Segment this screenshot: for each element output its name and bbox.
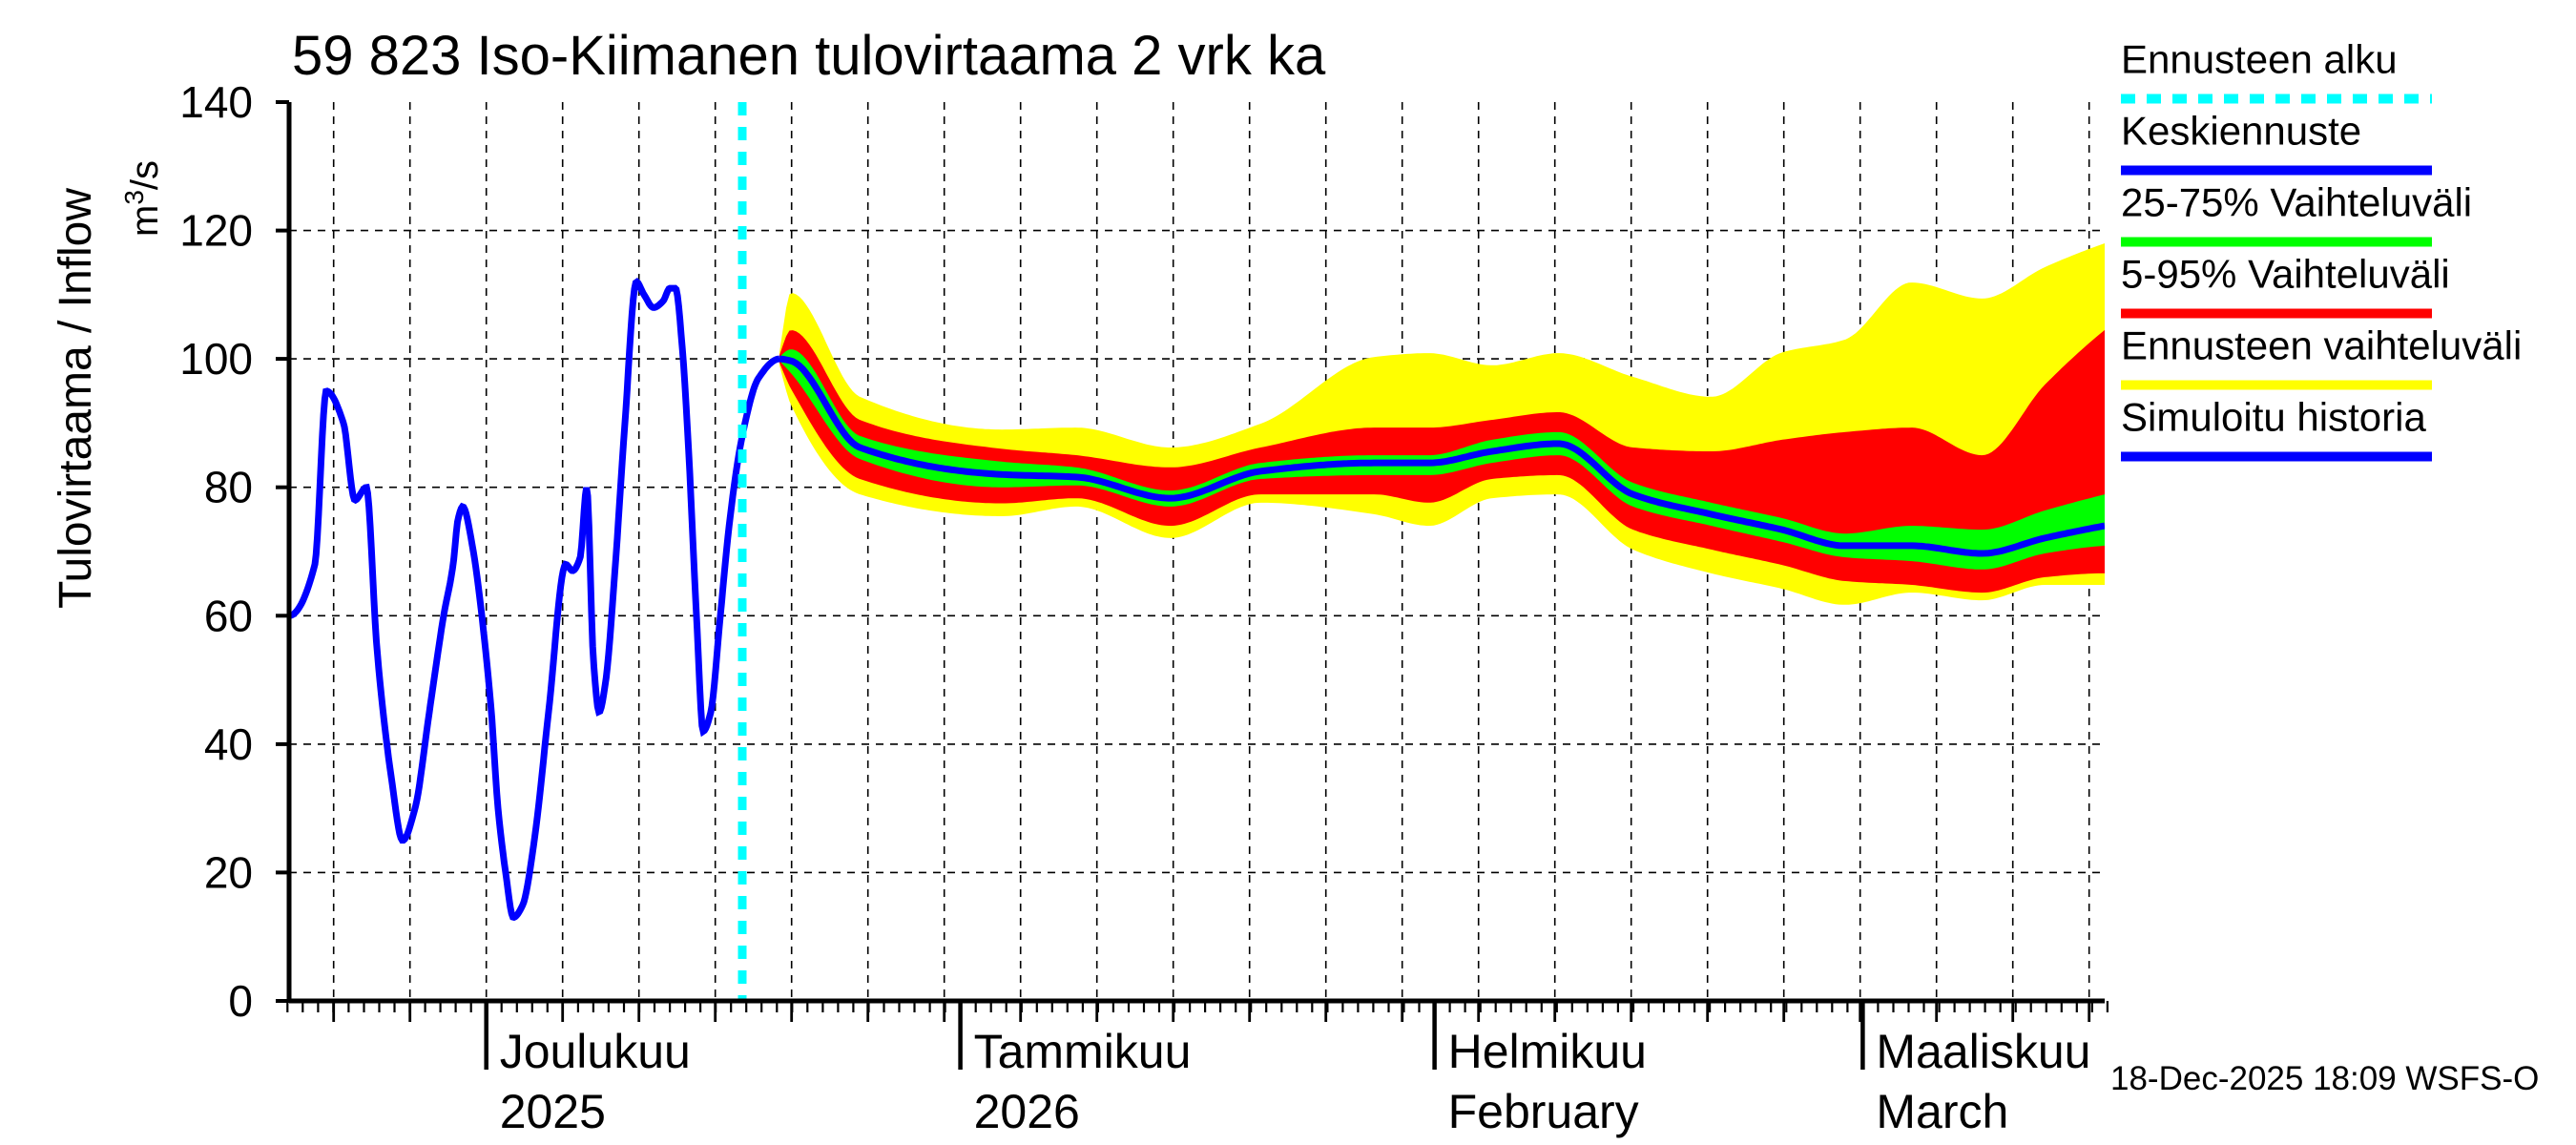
svg-text:20: 20 (204, 847, 253, 897)
svg-text:Keskiennuste: Keskiennuste (2121, 109, 2361, 154)
svg-text:Tammikuu: Tammikuu (974, 1025, 1192, 1078)
svg-text:March: March (1876, 1085, 2008, 1138)
svg-text:Joulukuu: Joulukuu (500, 1025, 691, 1078)
svg-text:Maaliskuu: Maaliskuu (1876, 1025, 2090, 1078)
svg-text:60: 60 (204, 591, 253, 640)
svg-text:25-75% Vaihteluväli: 25-75% Vaihteluväli (2121, 180, 2472, 225)
svg-text:Helmikuu: Helmikuu (1448, 1025, 1647, 1078)
svg-text:140: 140 (179, 77, 253, 127)
svg-text:Tulovirtaama / Inflow: Tulovirtaama / Inflow (51, 188, 101, 609)
svg-text:Ennusteen vaihteluväli: Ennusteen vaihteluväli (2121, 323, 2522, 368)
svg-text:120: 120 (179, 206, 253, 256)
svg-text:100: 100 (179, 334, 253, 384)
svg-text:Ennusteen alku: Ennusteen alku (2121, 37, 2398, 82)
svg-text:80: 80 (204, 463, 253, 512)
svg-text:5-95% Vaihteluväli: 5-95% Vaihteluväli (2121, 252, 2450, 297)
svg-text:2026: 2026 (974, 1085, 1080, 1138)
svg-text:18-Dec-2025 18:09 WSFS-O: 18-Dec-2025 18:09 WSFS-O (2110, 1060, 2539, 1097)
svg-text:Simuloitu historia: Simuloitu historia (2121, 395, 2426, 440)
svg-text:0: 0 (228, 976, 253, 1026)
svg-text:40: 40 (204, 719, 253, 769)
svg-text:2025: 2025 (500, 1085, 606, 1138)
svg-text:59 823 Iso-Kiimanen tulovirtaa: 59 823 Iso-Kiimanen tulovirtaama 2 vrk k… (292, 25, 1326, 87)
svg-text:February: February (1448, 1085, 1639, 1138)
